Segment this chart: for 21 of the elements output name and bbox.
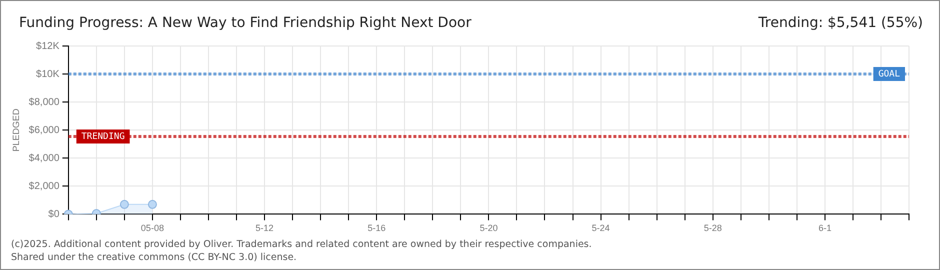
y-tick-label: $4,000 xyxy=(28,152,60,164)
text: Trending: $5,541 (55%) xyxy=(758,15,923,31)
text: Shared under the creative commons (CC BY-NC 3.0) license. xyxy=(11,252,297,263)
x-tick-label: 5-12 xyxy=(256,223,274,234)
chart-title: Funding Progress: A New Way to Find Friendship Right Next Door xyxy=(19,15,472,31)
x-tick-label: 05-08 xyxy=(140,223,164,234)
x-tick-label: 6-1 xyxy=(818,223,832,234)
x-tick-label: 5-24 xyxy=(592,223,610,234)
ref-line-label: TRENDING xyxy=(81,132,125,142)
x-tick-label: 5-20 xyxy=(480,223,498,234)
text: (c)2025. Additional content provided by Oliver. Trademarks and related content are owned by their respective companies. xyxy=(11,239,592,250)
y-tick-label: $10K xyxy=(36,68,60,80)
y-axis-title: PLEDGED xyxy=(10,108,21,152)
x-tick-label: 5-28 xyxy=(704,223,722,234)
x-tick-label: 5-16 xyxy=(368,223,386,234)
ref-line-label: GOAL xyxy=(878,69,900,80)
y-tick-label: $2,000 xyxy=(28,180,60,192)
y-tick-label: $12K xyxy=(36,40,60,52)
y-tick-label: $6,000 xyxy=(28,124,60,136)
y-tick-label: $0 xyxy=(48,208,60,220)
y-tick-label: $8,000 xyxy=(28,96,60,108)
